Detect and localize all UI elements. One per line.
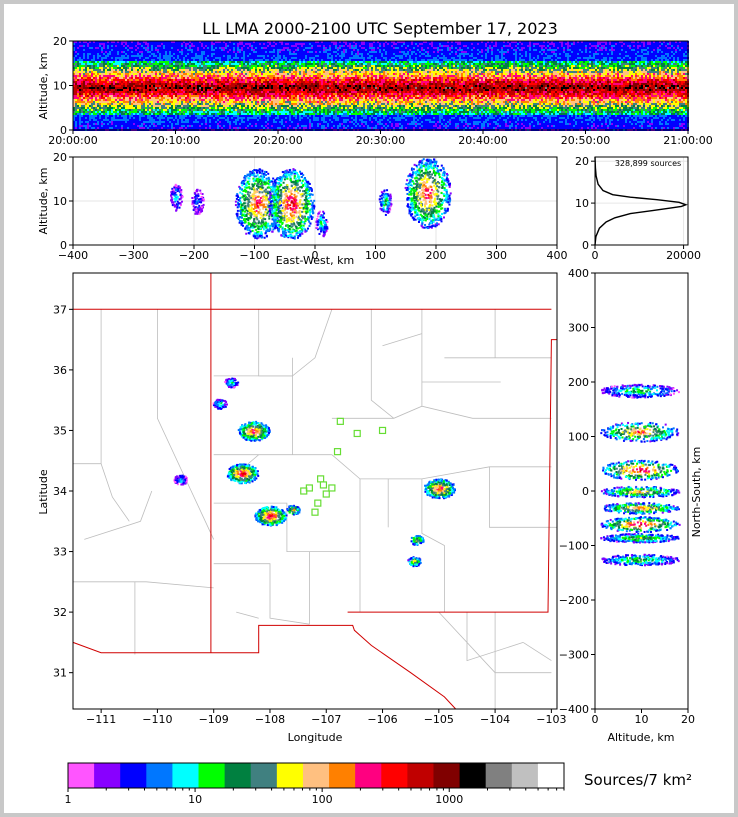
colorbar-tick-label: 10 [188,793,202,806]
colorbar-swatch [68,763,95,788]
ns-ylabel: North-South, km [690,447,703,538]
ns-xtick-label: 0 [592,713,599,726]
colorbar-swatch [486,763,513,788]
figure-title: LL LMA 2000-2100 UTC September 17, 2023 [202,19,558,38]
hist-ytick-label: 20 [575,155,589,168]
th-xtick-label: 20:50:00 [561,134,610,147]
th-xtick-label: 21:00:00 [663,134,712,147]
plan-xtick-label: −108 [255,713,285,726]
ns-ytick-label: 100 [568,431,589,444]
plan-ytick-label: 36 [53,364,67,377]
ns-ytick-label: 300 [568,322,589,335]
th-ytick-label: 10 [53,80,67,93]
ew-xtick-label: −200 [179,249,209,262]
ns-xtick-label: 20 [681,713,695,726]
altitude-ns-panel: −400 −300 −200 −100 0 100 200 300 400 0 10 20 Alti… [559,267,703,744]
colorbar-swatch [538,763,565,788]
colorbar-swatch [303,763,330,788]
ew-xtick-label: 200 [426,249,447,262]
ns-ytick-label: −100 [559,540,589,553]
colorbar-swatch [94,763,121,788]
colorbar-swatch [381,763,408,788]
ew-ytick-label: 20 [53,151,67,164]
ns-ytick-label: −400 [559,703,589,716]
plan-xtick-label: −104 [480,713,510,726]
colorbar-tick-label: 100 [312,793,333,806]
time-height-ylabel: Altitude, km [37,52,50,119]
plan-xtick-label: −109 [199,713,229,726]
ew-xlabel: East-West, km [276,254,354,267]
plan-ylabel: Latitude [37,469,50,515]
source-count-annotation: 328,899 sources [615,159,681,168]
colorbar-swatch [512,763,539,788]
colorbar-swatch [433,763,460,788]
ew-xtick-label: −100 [239,249,269,262]
ew-xtick-label: 300 [486,249,507,262]
time-height-source-density [73,41,689,131]
colorbar-label: Sources/7 km² [584,771,692,789]
ew-xtick-label: 400 [547,249,568,262]
th-ytick-label: 20 [53,35,67,48]
colorbar-swatch [460,763,487,788]
colorbar: 1 10 100 1000 Sources/7 km² [65,763,693,806]
th-xtick-label: 20:20:00 [253,134,302,147]
ns-xlabel: Altitude, km [607,731,674,744]
colorbar-swatch [407,763,434,788]
colorbar-swatch [146,763,173,788]
th-xtick-label: 20:00:00 [48,134,97,147]
plan-xtick-label: −107 [311,713,341,726]
plan-ytick-label: 32 [53,606,67,619]
ew-xtick-label: −300 [118,249,148,262]
colorbar-tick-label: 1 [65,793,72,806]
ns-ytick-label: 200 [568,376,589,389]
ew-ytick-label: 10 [53,195,67,208]
hist-xtick-label: 20000 [666,249,701,262]
ns-ytick-label: 0 [582,485,589,498]
th-xtick-label: 20:40:00 [458,134,507,147]
hist-ytick-label: 10 [575,197,589,210]
colorbar-swatch [199,763,226,788]
plan-xlabel: Longitude [288,731,343,744]
ns-ytick-label: −300 [559,649,589,662]
plan-ytick-label: 34 [53,485,67,498]
ns-xtick-label: 10 [635,713,649,726]
colorbar-tick-label: 1000 [435,793,463,806]
ns-ytick-label: −200 [559,594,589,607]
colorbar-swatch [251,763,278,788]
plan-ytick-label: 37 [53,303,67,316]
plan-ytick-label: 31 [53,667,67,680]
th-xtick-label: 20:30:00 [356,134,405,147]
colorbar-swatch [355,763,382,788]
colorbar-swatch [277,763,304,788]
colorbar-swatch [329,763,356,788]
ew-xtick-label: 100 [365,249,386,262]
colorbar-swatch [172,763,199,788]
colorbar-swatch [120,763,147,788]
plan-ytick-label: 35 [53,424,67,437]
plan-xtick-label: −111 [86,713,116,726]
altitude-histogram-panel: 328,899 sources 0 10 20 0 20000 [575,155,701,262]
plan-xtick-label: −106 [367,713,397,726]
hist-xtick-label: 0 [592,249,599,262]
colorbar-swatch [225,763,252,788]
th-xtick-label: 20:10:00 [151,134,200,147]
hist-ytick-label: 0 [582,239,589,252]
plan-ytick-label: 33 [53,546,67,559]
ew-xtick-label: −400 [58,249,88,262]
ns-ytick-label: 400 [568,267,589,280]
plan-xtick-label: −105 [424,713,454,726]
ew-ylabel: Altitude, km [37,167,50,234]
plan-xtick-label: −110 [142,713,172,726]
plan-view-panel: 31 32 33 34 35 36 37 −111 −110 −109 −108 −107 −106 −… [37,273,566,744]
